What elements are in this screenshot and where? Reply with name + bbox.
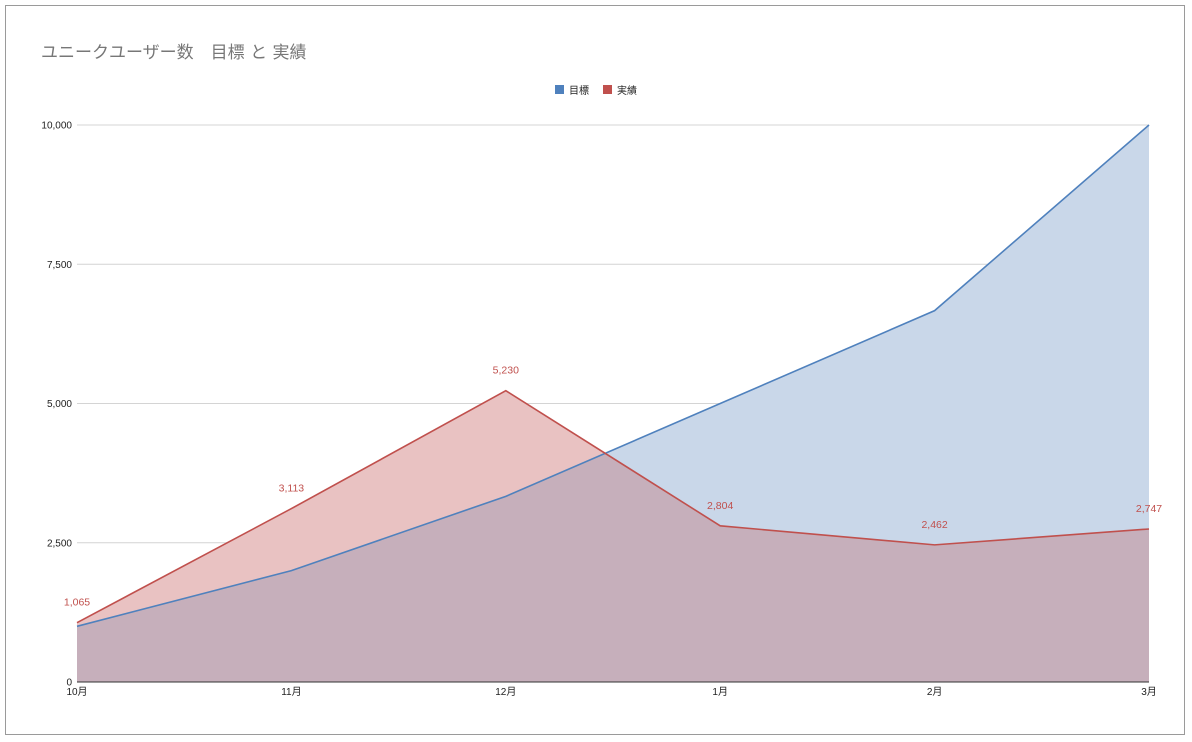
x-tick-label: 1月: [712, 686, 728, 698]
x-tick-label: 10月: [66, 686, 87, 698]
y-tick-label: 5,000: [47, 399, 72, 410]
line-actual: [76, 389, 1150, 624]
x-tick-label: 3月: [1141, 686, 1157, 698]
data-label: 2,804: [707, 500, 733, 512]
legend-label-actual: 実績: [617, 86, 637, 97]
legend-swatch-actual: [603, 85, 612, 94]
x-tick-label: 2月: [927, 686, 943, 698]
legend: 目標 実績: [0, 82, 1192, 97]
x-tick-label: 11月: [281, 686, 301, 698]
legend-swatch-target: [555, 85, 564, 94]
legend-label-target: 目標: [569, 86, 589, 97]
y-tick-label: 7,500: [47, 260, 72, 271]
chart-title: ユニークユーザー数 目標 と 実績: [41, 43, 307, 63]
line-target: [76, 124, 1150, 628]
y-tick-label: 0: [66, 678, 72, 689]
data-label: 5,230: [493, 365, 519, 377]
y-tick-label: 10,000: [41, 121, 72, 132]
y-tick-label: 2,500: [47, 538, 72, 549]
x-tick-label: 12月: [495, 686, 516, 698]
data-label: 2,747: [1136, 503, 1162, 515]
legend-item-target[interactable]: 目標: [555, 82, 589, 97]
area-overlap: [77, 453, 1149, 682]
legend-item-actual[interactable]: 実績: [603, 82, 637, 97]
data-label: 1,065: [64, 597, 90, 609]
data-label: 2,462: [921, 519, 947, 531]
data-label: 3,113: [279, 483, 305, 495]
